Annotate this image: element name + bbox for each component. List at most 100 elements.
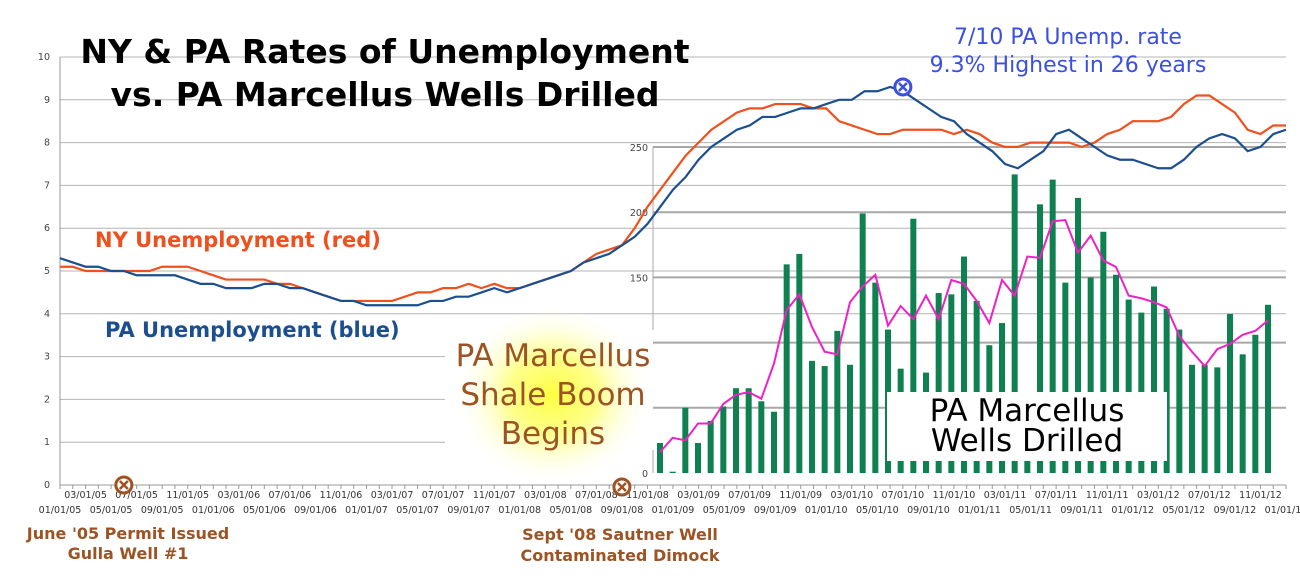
y-tick-label: 10: [38, 52, 50, 63]
wells-bar: [1252, 334, 1259, 473]
wells-bar: [669, 471, 676, 473]
wells-bar: [1163, 308, 1170, 473]
circled-x-icon-cross: [617, 482, 627, 492]
peak-line-1: 7/10 PA Unemp. rate: [954, 25, 1182, 50]
x-tick-label: 05/01/05: [90, 505, 133, 516]
pa-unemployment-line: [59, 85, 1287, 307]
x-tick-label: 07/01/06: [269, 490, 312, 501]
y-tick-label: 9: [44, 95, 50, 106]
x-tick-label: 11/01/08: [626, 490, 669, 501]
bar-y-tick-label: 200: [630, 208, 648, 219]
wells-bar: [758, 401, 765, 473]
x-tick-label: 09/01/12: [1214, 505, 1257, 516]
boom-line-2: Shale Boom: [460, 377, 645, 413]
x-tick-label: 09/01/08: [601, 505, 644, 516]
y-tick-label: 1: [44, 437, 50, 448]
x-tick-label: 07/01/05: [115, 490, 158, 501]
wells-bar: [745, 388, 752, 473]
x-tick-label: 01/01/05: [39, 505, 82, 516]
chart-title-line-1: NY & PA Rates of Unemployment: [80, 32, 689, 71]
x-tick-label: 03/01/09: [677, 490, 720, 501]
y-tick-label: 6: [44, 223, 50, 234]
y-tick-label: 0: [44, 480, 50, 491]
x-tick-label: 03/01/07: [371, 490, 414, 501]
wells-bar: [1037, 204, 1043, 473]
wells-bar: [1201, 364, 1208, 473]
x-tick-label: 01/01/11: [958, 505, 1001, 516]
peak-line-2: 9.3% Highest in 26 years: [930, 53, 1207, 78]
wells-bar: [1214, 367, 1221, 473]
x-tick-label: 05/01/09: [703, 505, 746, 516]
chart-title-line-2: vs. PA Marcellus Wells Drilled: [111, 75, 660, 114]
x-tick-label: 01/01/09: [652, 505, 695, 516]
y-tick-label: 8: [44, 138, 50, 149]
x-tick-label: 07/01/08: [575, 490, 618, 501]
x-tick-label: 01/01/08: [498, 505, 541, 516]
wells-bar: [657, 443, 663, 473]
x-tick-label: 09/01/09: [754, 505, 797, 516]
wells-bar: [720, 406, 727, 473]
wells-bar: [821, 366, 828, 473]
x-tick-label: 05/01/07: [396, 505, 439, 516]
wells-bar: [771, 411, 777, 473]
x-tick-label: 03/01/10: [830, 490, 873, 501]
x-tick-label: 09/01/10: [907, 505, 950, 516]
x-tick-label: 01/01/06: [192, 505, 235, 516]
y-tick-label: 3: [44, 352, 50, 363]
peak-annotation: 7/10 PA Unemp. rate 9.3% Highest in 26 y…: [930, 25, 1207, 78]
wells-bar: [707, 420, 714, 473]
event-markers: [114, 77, 913, 497]
bar-y-axis-ticks: 0 150 200 250: [630, 143, 648, 480]
x-tick-label: 11/01/05: [166, 490, 209, 501]
wells-bar: [961, 256, 967, 473]
x-tick-label: 03/01/08: [524, 490, 567, 501]
wells-bar: [796, 253, 803, 473]
moving-average-line: [659, 218, 1269, 453]
dimock-annotation: Sept '08 Sautner Well Contaminated Dimoc…: [521, 525, 720, 565]
x-tick-label: 03/01/12: [1137, 490, 1180, 501]
wells-bar: [1151, 286, 1157, 473]
ny-series-label: NY Unemployment (red): [95, 228, 381, 252]
wells-bar: [847, 364, 853, 473]
boom-annotation: PA Marcellus Shale Boom Begins: [456, 338, 651, 452]
x-tick-label: 03/01/06: [217, 490, 260, 501]
bar-y-tick-label: 0: [642, 469, 648, 480]
wells-bar: [783, 264, 790, 473]
x-tick-label: 07/01/07: [422, 490, 465, 501]
ny-unemployment-line: [60, 94, 1286, 303]
x-axis-ticks: 03/01/05 07/01/05 11/01/05 03/01/06 07/01/06…: [39, 490, 1300, 516]
permit-line-1: June '05 Permit Issued: [26, 524, 229, 543]
wells-label-box: [887, 392, 1167, 461]
wells-bar: [834, 330, 841, 473]
dimock-line-2: Contaminated Dimock: [521, 546, 720, 565]
wells-bar: [1125, 299, 1132, 473]
dimock-line-1: Sept '08 Sautner Well: [522, 525, 718, 544]
x-tick-label: 07/01/09: [728, 490, 771, 501]
y-tick-label: 4: [44, 309, 50, 320]
x-tick-label: 05/01/06: [243, 505, 286, 516]
wells-bar: [1265, 304, 1271, 473]
x-tick-label: 09/01/11: [1060, 505, 1103, 516]
x-tick-label: 09/01/06: [294, 505, 337, 516]
x-tick-label: 07/01/12: [1188, 490, 1231, 501]
wells-bar: [1087, 277, 1094, 473]
wells-bar: [809, 360, 815, 473]
x-tick-label: 11/01/12: [1239, 490, 1282, 501]
x-tick-label: 01/01/13: [1265, 505, 1300, 516]
wells-bar: [1062, 282, 1069, 473]
y-tick-label: 7: [44, 180, 50, 191]
wells-bar: [935, 293, 942, 473]
y-tick-label: 2: [44, 394, 50, 405]
wells-bar: [872, 282, 879, 473]
wells-bar: [1176, 329, 1183, 473]
permit-line-2: Gulla Well #1: [68, 544, 189, 563]
x-tick-label: 05/01/11: [1009, 505, 1052, 516]
x-tick-label: 03/01/11: [984, 490, 1027, 501]
wells-bar: [1239, 354, 1246, 473]
unemployment-lines: [59, 85, 1287, 307]
x-tick-label: 05/01/10: [856, 505, 899, 516]
x-tick-label: 09/01/05: [141, 505, 184, 516]
boom-line-3: Begins: [501, 416, 605, 452]
circled-x-icon-cross: [897, 82, 908, 92]
